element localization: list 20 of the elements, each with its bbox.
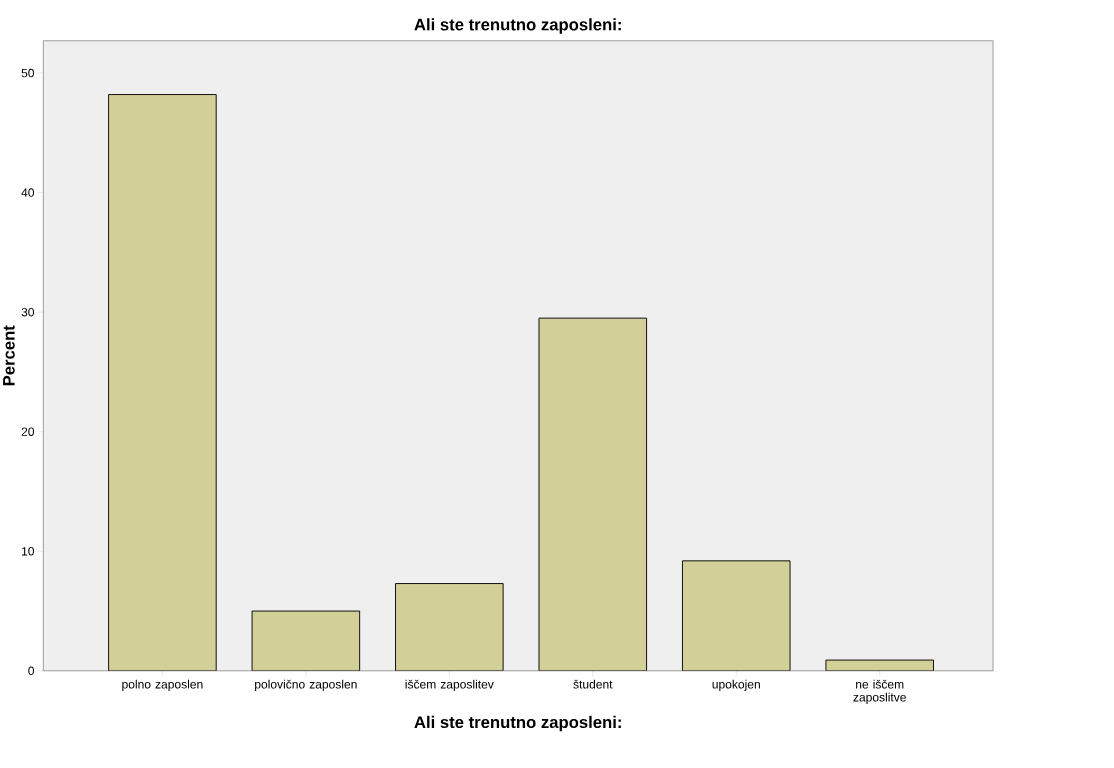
- y-tick-label: 10: [22, 546, 35, 556]
- bar: [681, 560, 791, 671]
- x-tick-label: ne iščem zaposlitve: [853, 679, 906, 704]
- x-tick-label: študent: [573, 679, 613, 689]
- bar: [251, 610, 361, 671]
- x-tick-label: polovično zaposlen: [255, 679, 357, 691]
- bar: [108, 94, 217, 671]
- x-tick-label: polno zaposlen: [122, 679, 203, 691]
- x-tick-label: iščem zaposlitev: [405, 679, 494, 691]
- x-axis-title: Ali ste trenutno zaposleni:: [414, 715, 621, 732]
- y-tick-label: 0: [28, 666, 35, 676]
- chart-title: Ali ste trenutno zaposleni:: [414, 18, 621, 34]
- bar: [538, 317, 648, 671]
- x-tick-label: upokojen: [712, 679, 760, 691]
- y-tick-label: 50: [21, 68, 35, 78]
- y-tick-label: 20: [21, 427, 35, 436]
- y-axis-title: Percent: [3, 325, 15, 386]
- y-tick-label: 30: [21, 307, 35, 317]
- bar: [395, 583, 504, 671]
- y-tick-label: 40: [21, 188, 35, 197]
